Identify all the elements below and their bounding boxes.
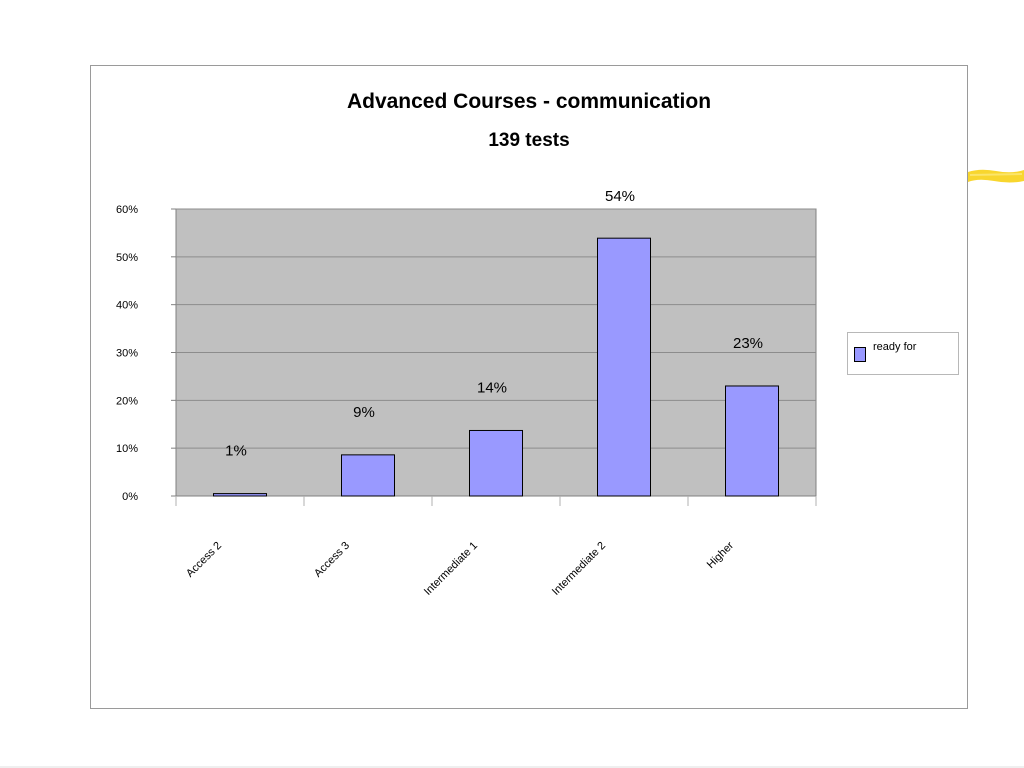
slide-footer-line (0, 766, 1024, 768)
y-tick-label: 40% (116, 300, 138, 312)
y-tick-label: 10% (116, 443, 138, 455)
chart-title: Advanced Courses - communication (346, 90, 712, 113)
x-tick-label: Intermediate 1 (422, 540, 480, 598)
legend-label: ready for (873, 341, 917, 353)
x-tick-label: Higher (705, 539, 737, 571)
y-tick-label: 0% (122, 491, 138, 503)
y-tick-label: 30% (116, 348, 138, 360)
chart-subtitle: 139 tests (488, 130, 570, 151)
bar (597, 237, 651, 497)
data-label: 1% (225, 443, 247, 460)
x-tick-label: Access 3 (312, 540, 352, 580)
y-tick-label: 50% (116, 252, 138, 264)
y-tick-label: 20% (116, 395, 138, 407)
bar (341, 454, 395, 497)
bar (213, 493, 267, 497)
bar (725, 385, 779, 497)
highlighter-mark (968, 169, 1024, 183)
data-label: 9% (353, 404, 375, 421)
bar (469, 429, 523, 497)
legend-swatch (854, 347, 866, 362)
y-tick-label: 60% (116, 204, 138, 216)
data-label: 14% (477, 379, 507, 396)
data-label: 23% (733, 335, 763, 352)
data-label: 54% (605, 188, 635, 205)
x-tick-label: Access 2 (184, 540, 224, 580)
chart-frame: Advanced Courses - communication 139 tes… (90, 65, 968, 709)
x-tick-label: Intermediate 2 (550, 540, 608, 598)
bar-chart: 0% 10% 20% 30% 40% 50% 60% 1% Access 2 9% Access 3… (116, 188, 817, 598)
legend: ready for (847, 332, 959, 375)
